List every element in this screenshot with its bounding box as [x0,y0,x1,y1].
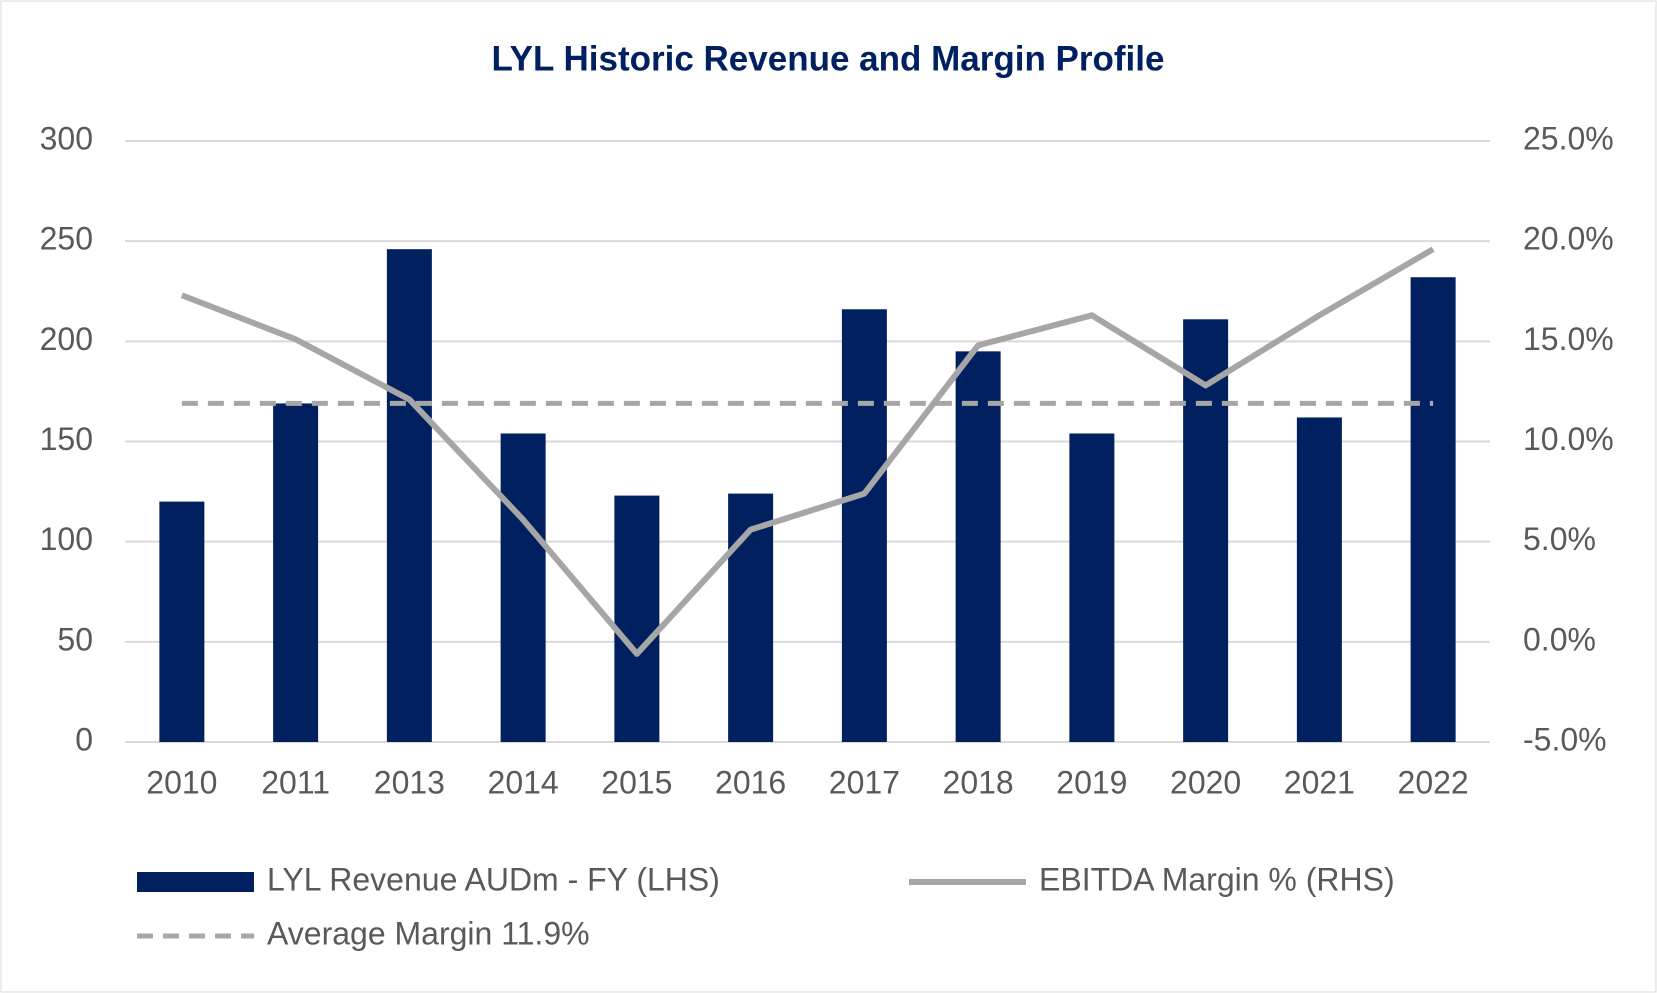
x-tick-label: 2014 [488,764,559,800]
bar [728,493,774,742]
legend-label: EBITDA Margin % (RHS) [1039,861,1395,897]
x-tick-label: 2015 [601,764,672,800]
y2-tick-label: 5.0% [1523,521,1596,557]
y2-tick-label: 25.0% [1523,120,1614,156]
x-tick-label: 2018 [943,764,1014,800]
bar [955,351,1001,742]
x-tick-label: 2020 [1170,764,1241,800]
bar [273,403,319,742]
x-tick-label: 2013 [374,764,445,800]
legend-label: LYL Revenue AUDm - FY (LHS) [267,861,720,897]
y2-tick-label: 15.0% [1523,321,1614,357]
y-tick-label: 250 [40,221,93,257]
y2-tick-label: 10.0% [1523,421,1614,457]
y2-tick-label: 20.0% [1523,221,1614,257]
chart-title: LYL Historic Revenue and Margin Profile [492,39,1165,78]
y-tick-label: 50 [57,621,93,657]
bar [841,309,887,742]
margin-line [180,246,1435,657]
bar [614,495,660,742]
bar [386,249,432,742]
y-tick-label: 200 [40,321,93,357]
bar [1183,319,1229,742]
x-tick-label: 2017 [829,764,900,800]
y-tick-label: 300 [40,120,93,156]
bar [1410,277,1456,742]
y2-tick-label: 0.0% [1523,621,1596,657]
y-tick-label: 100 [40,521,93,557]
bar [1296,417,1342,742]
legend-label: Average Margin 11.9% [267,915,590,951]
legend-swatch [137,872,254,892]
x-tick-label: 2016 [715,764,786,800]
bar [1069,433,1115,742]
x-tick-label: 2019 [1056,764,1127,800]
bar [500,433,546,742]
y-tick-label: 150 [40,421,93,457]
x-tick-label: 2022 [1398,764,1469,800]
y2-tick-label: -5.0% [1523,721,1607,757]
bar [159,501,205,742]
y-tick-label: 0 [75,721,93,757]
x-tick-label: 2011 [261,764,330,800]
x-tick-label: 2010 [146,764,217,800]
x-tick-label: 2021 [1284,764,1355,800]
